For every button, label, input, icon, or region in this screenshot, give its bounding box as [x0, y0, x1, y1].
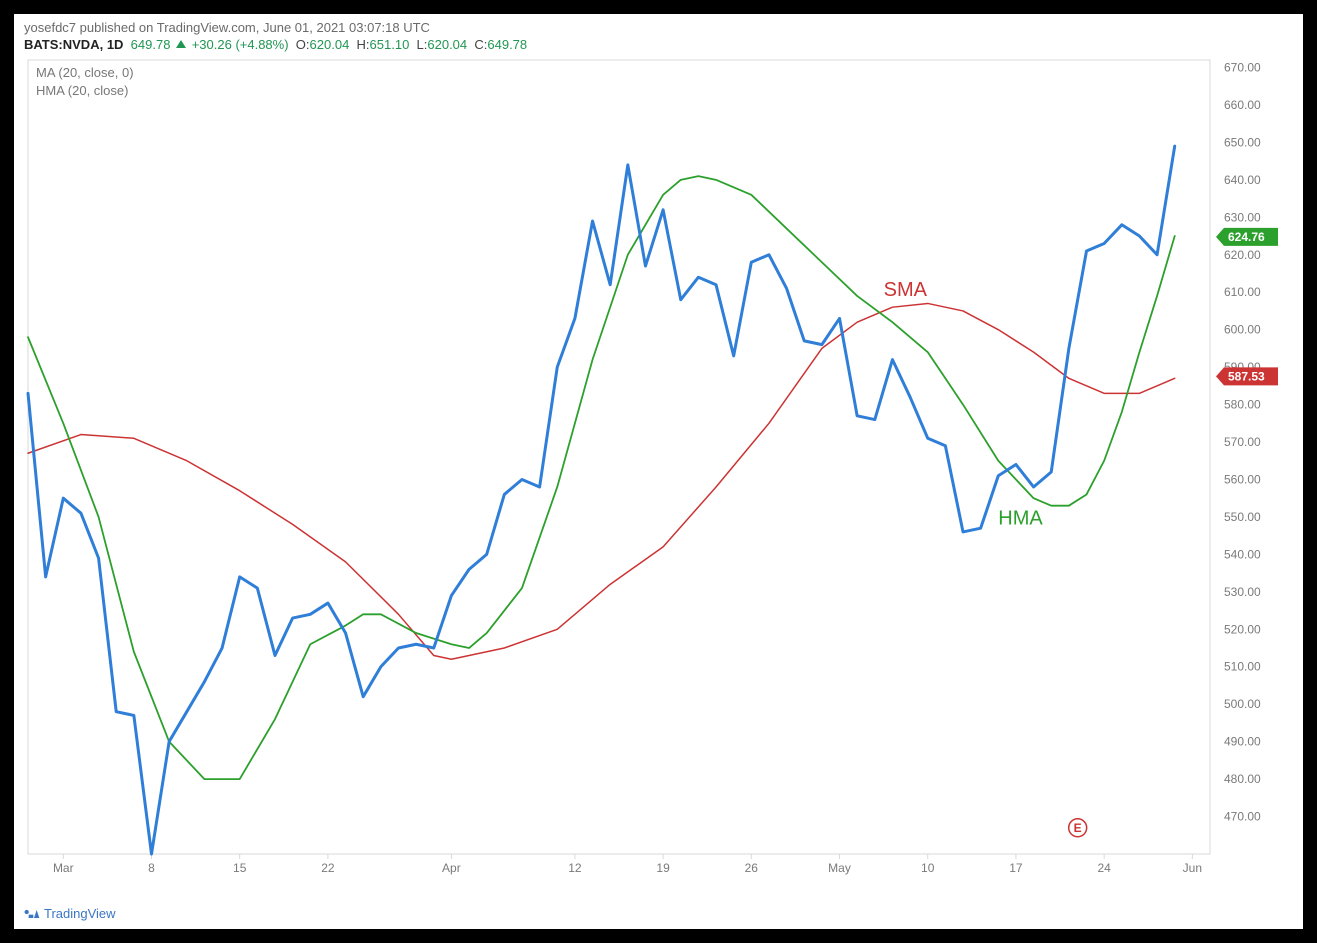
- chart-panel: yosefdc7 published on TradingView.com, J…: [14, 14, 1303, 929]
- svg-text:570.00: 570.00: [1224, 435, 1261, 449]
- svg-text:E: E: [1074, 821, 1082, 835]
- svg-text:HMA: HMA: [998, 507, 1043, 529]
- footer: TradingView: [14, 904, 1303, 929]
- indicator-ma-label: MA (20, close, 0): [36, 64, 134, 82]
- svg-text:540.00: 540.00: [1224, 547, 1261, 561]
- ohlc-close: 649.78: [487, 37, 527, 52]
- interval: , 1D: [100, 37, 124, 52]
- last-price: 649.78: [131, 37, 171, 52]
- svg-text:8: 8: [148, 861, 155, 875]
- svg-text:620.00: 620.00: [1224, 248, 1261, 262]
- indicator-hma-label: HMA (20, close): [36, 82, 134, 100]
- svg-text:26: 26: [745, 861, 759, 875]
- svg-text:560.00: 560.00: [1224, 472, 1261, 486]
- brand-name: TradingView: [44, 906, 116, 921]
- svg-text:19: 19: [656, 861, 670, 875]
- svg-text:640.00: 640.00: [1224, 173, 1261, 187]
- chart-area[interactable]: MA (20, close, 0) HMA (20, close) 670.00…: [22, 56, 1295, 900]
- symbol-line: BATS:NVDA, 1D 649.78 +30.26 (+4.88%) O:6…: [24, 37, 1293, 52]
- up-arrow-icon: [176, 40, 186, 48]
- ohlc-open: 620.04: [310, 37, 350, 52]
- svg-text:490.00: 490.00: [1224, 735, 1261, 749]
- svg-text:17: 17: [1009, 861, 1023, 875]
- svg-text:530.00: 530.00: [1224, 585, 1261, 599]
- publisher-site: TradingView.com: [157, 20, 256, 35]
- tradingview-logo-icon: [24, 908, 40, 920]
- svg-text:470.00: 470.00: [1224, 810, 1261, 824]
- outer-frame: yosefdc7 published on TradingView.com, J…: [0, 0, 1317, 943]
- svg-text:480.00: 480.00: [1224, 772, 1261, 786]
- svg-text:22: 22: [321, 861, 335, 875]
- svg-text:550.00: 550.00: [1224, 510, 1261, 524]
- svg-text:630.00: 630.00: [1224, 210, 1261, 224]
- publisher-user: yosefdc7: [24, 20, 76, 35]
- svg-text:12: 12: [568, 861, 582, 875]
- svg-text:500.00: 500.00: [1224, 697, 1261, 711]
- price-change: +30.26: [192, 37, 232, 52]
- svg-text:624.76: 624.76: [1228, 230, 1265, 244]
- svg-text:660.00: 660.00: [1224, 98, 1261, 112]
- svg-text:24: 24: [1097, 861, 1111, 875]
- svg-text:580.00: 580.00: [1224, 398, 1261, 412]
- svg-text:650.00: 650.00: [1224, 135, 1261, 149]
- indicator-legend: MA (20, close, 0) HMA (20, close): [36, 64, 134, 99]
- svg-text:520.00: 520.00: [1224, 622, 1261, 636]
- ohlc-low: 620.04: [427, 37, 467, 52]
- svg-text:May: May: [828, 861, 851, 875]
- symbol: BATS:NVDA: [24, 37, 100, 52]
- header: yosefdc7 published on TradingView.com, J…: [14, 14, 1303, 52]
- svg-text:510.00: 510.00: [1224, 660, 1261, 674]
- svg-text:600.00: 600.00: [1224, 323, 1261, 337]
- svg-text:Apr: Apr: [442, 861, 461, 875]
- chart-svg: 670.00 660.00 650.00 640.00 630.00 620.00 610.…: [22, 56, 1292, 886]
- price-change-pct: (+4.88%): [235, 37, 288, 52]
- svg-text:Mar: Mar: [53, 861, 74, 875]
- svg-text:670.00: 670.00: [1224, 60, 1261, 74]
- ohlc-high: 651.10: [370, 37, 410, 52]
- svg-text:SMA: SMA: [884, 279, 928, 301]
- publish-line: yosefdc7 published on TradingView.com, J…: [24, 20, 1293, 35]
- publish-date: June 01, 2021 03:07:18 UTC: [263, 20, 430, 35]
- svg-text:587.53: 587.53: [1228, 369, 1265, 383]
- svg-text:Jun: Jun: [1183, 861, 1202, 875]
- svg-text:15: 15: [233, 861, 247, 875]
- svg-text:610.00: 610.00: [1224, 285, 1261, 299]
- svg-text:10: 10: [921, 861, 935, 875]
